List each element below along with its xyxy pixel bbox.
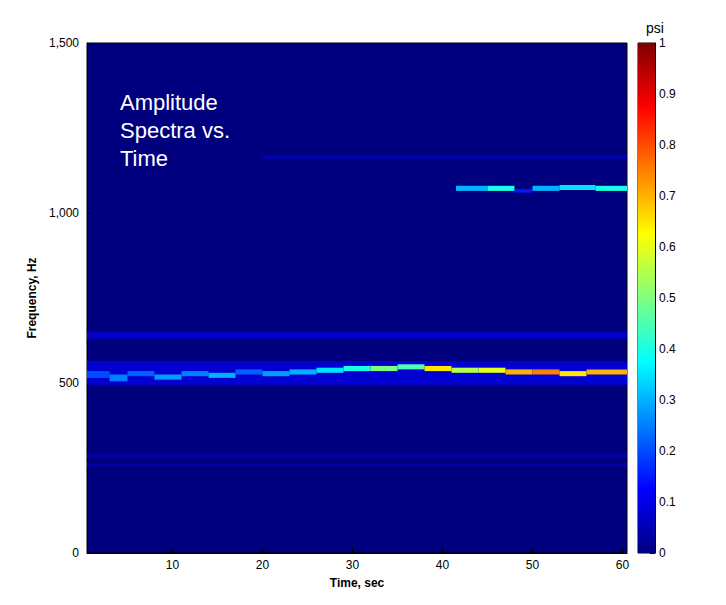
svg-text:psi: psi <box>646 20 664 36</box>
svg-text:Amplitude: Amplitude <box>120 90 218 115</box>
svg-text:1,000: 1,000 <box>49 206 79 220</box>
svg-text:Frequency, Hz: Frequency, Hz <box>25 257 39 338</box>
svg-text:40: 40 <box>436 558 450 572</box>
svg-text:0.2: 0.2 <box>659 444 676 458</box>
svg-text:0.7: 0.7 <box>659 189 676 203</box>
svg-text:60: 60 <box>616 558 630 572</box>
svg-text:50: 50 <box>526 558 540 572</box>
svg-text:0.4: 0.4 <box>659 342 676 356</box>
svg-text:10: 10 <box>166 558 180 572</box>
svg-text:30: 30 <box>346 558 360 572</box>
svg-text:1,500: 1,500 <box>49 36 79 50</box>
svg-text:Time: Time <box>120 146 168 171</box>
svg-text:0.8: 0.8 <box>659 138 676 152</box>
svg-text:1: 1 <box>659 36 666 50</box>
svg-text:0.6: 0.6 <box>659 240 676 254</box>
svg-text:0.9: 0.9 <box>659 87 676 101</box>
svg-text:0.1: 0.1 <box>659 495 676 509</box>
svg-text:20: 20 <box>256 558 270 572</box>
svg-text:0: 0 <box>659 546 666 560</box>
svg-text:Spectra vs.: Spectra vs. <box>120 118 230 143</box>
svg-text:0.3: 0.3 <box>659 393 676 407</box>
svg-text:0.5: 0.5 <box>659 291 676 305</box>
svg-text:500: 500 <box>59 376 79 390</box>
svg-text:0: 0 <box>72 546 79 560</box>
svg-text:Time, sec: Time, sec <box>330 576 385 590</box>
